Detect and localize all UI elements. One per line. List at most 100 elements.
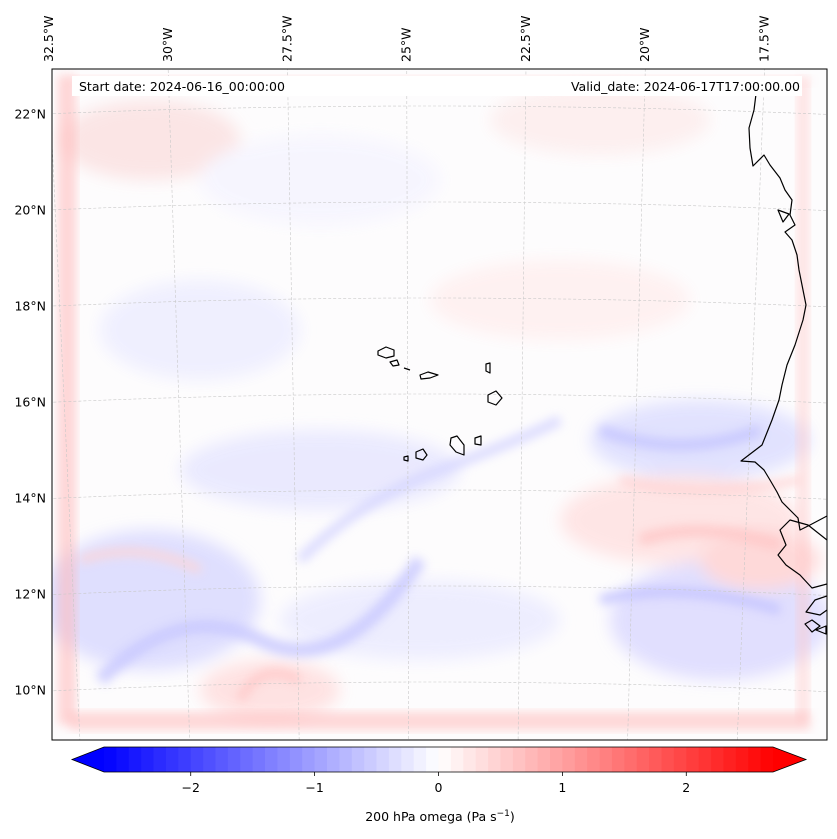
- colorbar-cell: [178, 747, 192, 772]
- lon-tick-label: 25°W: [399, 27, 414, 62]
- lon-tick-label: 30°W: [160, 27, 175, 62]
- colorbar-cell: [760, 747, 774, 772]
- guinea-bissau-coast: [805, 595, 827, 616]
- island-maio: [474, 435, 482, 446]
- africa-coastline: [740, 85, 827, 531]
- colorbar-cell: [673, 747, 687, 772]
- colorbar-cell: [512, 747, 526, 772]
- colorbar-tick-label: −2: [182, 780, 200, 795]
- island-santa-luzia: [403, 367, 411, 371]
- island-brava: [403, 455, 409, 462]
- colorbar-cell: [475, 747, 489, 772]
- colorbar-cell: [252, 747, 266, 772]
- colorbar-cell: [265, 747, 278, 772]
- lat-tick-label: 14°N: [14, 490, 46, 505]
- canary-coast: [777, 209, 790, 223]
- meridian-line: [52, 135, 81, 740]
- date-header-bar: [72, 76, 802, 96]
- island-santiago: [449, 435, 465, 456]
- colorbar-cell: [735, 747, 749, 772]
- colorbar-cell: [215, 747, 229, 772]
- colorbar-cell: [190, 747, 204, 772]
- lon-tick-label: 32.5°W: [41, 16, 56, 62]
- lon-tick-label: 27.5°W: [279, 16, 294, 62]
- colorbar-cell: [302, 747, 316, 772]
- meridian-line: [167, 69, 190, 740]
- lat-tick-label: 16°N: [14, 394, 46, 409]
- lon-tick-label: 22.5°W: [518, 16, 533, 62]
- colorbar-cell: [711, 747, 724, 772]
- longitude-labels: 32.5°W 30°W 27.5°W 25°W 22.5°W 20°W 17.5°W: [41, 16, 772, 62]
- lon-tick-label: 20°W: [637, 27, 652, 62]
- colorbar-cell: [500, 747, 514, 772]
- island-sao-vicente: [389, 359, 400, 367]
- colorbar-cell: [116, 747, 130, 772]
- colorbar-cell: [277, 747, 291, 772]
- bissagos-islands: [804, 619, 827, 635]
- colorbar-cell: [748, 747, 762, 772]
- colorbar-ticks: −2 −1 0 1 2: [182, 772, 690, 795]
- colorbar-cell: [686, 747, 700, 772]
- colorbar-extend-min: [72, 747, 104, 772]
- colorbar-cell: [128, 747, 142, 772]
- lon-tick-label: 17.5°W: [756, 16, 771, 62]
- colorbar-label: 200 hPa omega (Pa s−1): [365, 809, 515, 824]
- colorbar-cell: [463, 747, 477, 772]
- meridian-line: [406, 69, 409, 740]
- island-sal: [485, 362, 491, 374]
- lat-tick-label: 12°N: [14, 586, 46, 601]
- colorbar-cell: [351, 747, 365, 772]
- meridian-line: [627, 69, 646, 740]
- coastlines: [377, 85, 827, 635]
- colorbar-cell: [327, 747, 340, 772]
- colorbar-tick-label: −1: [305, 780, 323, 795]
- colorbar-cell: [525, 747, 539, 772]
- parallel-line: [52, 297, 827, 308]
- parallel-line: [52, 681, 827, 692]
- colorbar-extend-max: [773, 747, 806, 772]
- colorbar-cell: [438, 747, 452, 772]
- colorbar-cell: [153, 747, 167, 772]
- meridian-line: [736, 69, 765, 740]
- meridian-line: [517, 69, 527, 740]
- colorbar-cell: [574, 747, 588, 772]
- colorbar-cell: [599, 747, 613, 772]
- colorbar-outline: [70, 746, 808, 773]
- colorbar-cell: [401, 747, 415, 772]
- colorbar-tick-label: 1: [558, 780, 566, 795]
- colorbar-cell: [364, 747, 377, 772]
- lat-tick-label: 20°N: [14, 202, 46, 217]
- colorbar-cell: [550, 747, 563, 772]
- colorbar-cell: [649, 747, 662, 772]
- colorbar-cell: [587, 747, 600, 772]
- island-boa-vista: [487, 390, 503, 406]
- colorbar-cell: [426, 747, 439, 772]
- parallel-line: [52, 105, 827, 115]
- colorbar-cell: [388, 747, 402, 772]
- colorbar-cell: [339, 747, 353, 772]
- colorbar-cells: [104, 747, 774, 772]
- colorbar-cell: [314, 747, 328, 772]
- colorbar-cell: [104, 747, 117, 772]
- parallel-line: [52, 393, 827, 404]
- colorbar-cell: [698, 747, 712, 772]
- lat-tick-label: 22°N: [14, 106, 46, 121]
- colorbar-cell: [240, 747, 254, 772]
- colorbar-cell: [203, 747, 216, 772]
- colorbar-cell: [537, 747, 551, 772]
- colorbar-cell: [165, 747, 179, 772]
- colorbar-cell: [723, 747, 737, 772]
- colorbar-cell: [227, 747, 241, 772]
- senegal-gambia-coast: [777, 519, 827, 589]
- island-sao-nicolau: [419, 371, 439, 380]
- island-fogo: [415, 448, 428, 461]
- colorbar-cell: [636, 747, 650, 772]
- colorbar-cell: [450, 747, 464, 772]
- start-date-label: Start date: 2024-06-16_00:00:00: [79, 79, 285, 94]
- meridian-line: [287, 69, 300, 740]
- parallel-line: [52, 201, 827, 211]
- colorbar-cell: [488, 747, 501, 772]
- map-frame: [51, 68, 828, 741]
- lat-tick-label: 10°N: [14, 682, 46, 697]
